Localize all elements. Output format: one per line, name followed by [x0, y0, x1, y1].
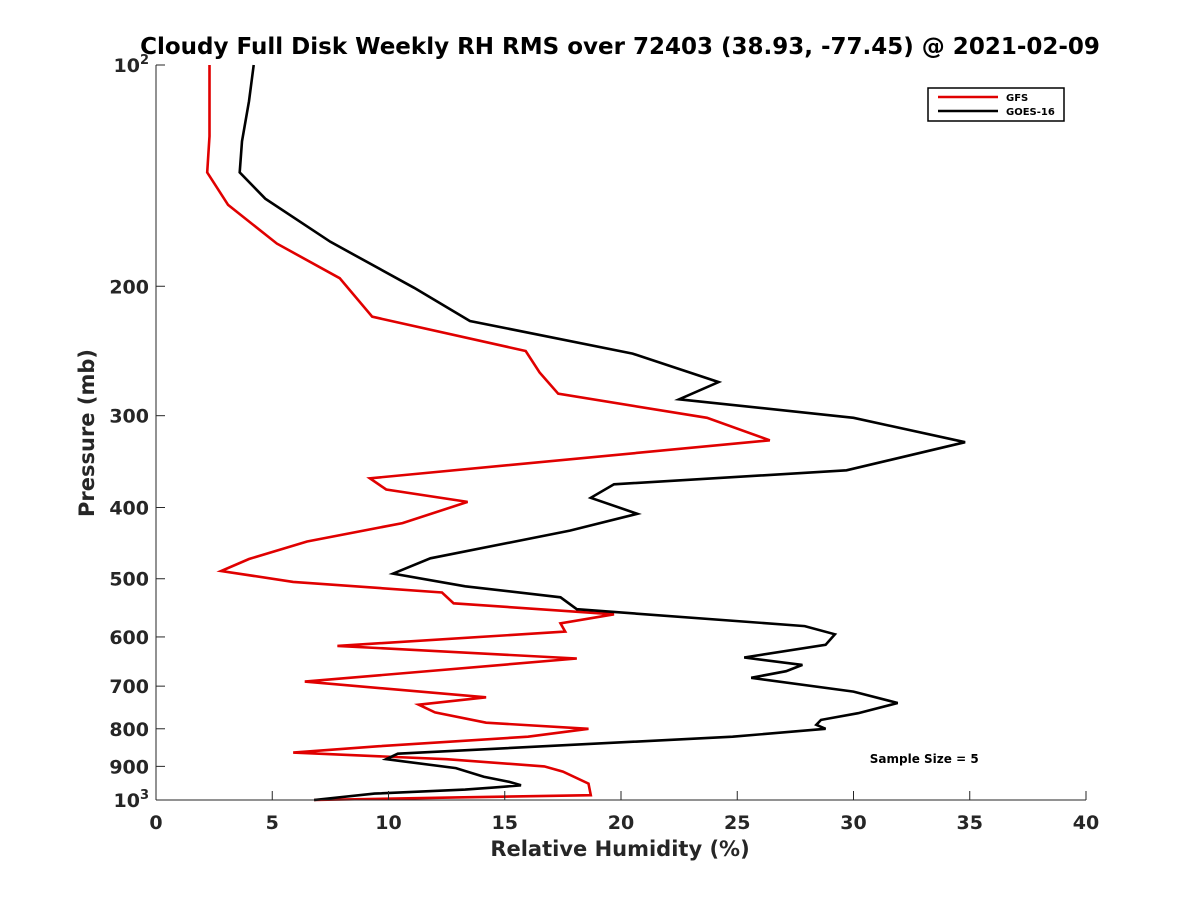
- legend: GFS GOES-16: [927, 87, 1065, 122]
- x-tick-label: 40: [1073, 812, 1099, 834]
- plot-area: [156, 65, 1086, 800]
- chart-title: Cloudy Full Disk Weekly RH RMS over 7240…: [140, 34, 1100, 60]
- y-tick-label: 300: [109, 406, 149, 428]
- x-tick-label: 25: [724, 812, 750, 834]
- y-tick-label: 102: [114, 53, 150, 77]
- y-tick-label: 900: [109, 756, 149, 778]
- x-tick-label: 15: [492, 812, 518, 834]
- legend-box: [927, 87, 1065, 122]
- y-tick-label: 700: [109, 676, 149, 698]
- x-tick-label: 35: [957, 812, 983, 834]
- x-tick-label: 20: [608, 812, 634, 834]
- x-tick-label: 30: [840, 812, 866, 834]
- series-line-goes-16: [238, 64, 966, 802]
- sample-size-annotation: Sample Size = 5: [870, 752, 979, 766]
- y-tick-label: 600: [109, 627, 149, 649]
- x-axis-label: Relative Humidity (%): [490, 837, 749, 861]
- axes-layer: 0 5 10 15 20 25 30 35 40 102 200 300 400 500 600 700 800…: [109, 53, 1099, 834]
- y-tick-label: 200: [109, 276, 149, 298]
- legend-label: GFS: [1006, 93, 1028, 104]
- legend-label: GOES-16: [1006, 107, 1055, 118]
- y-tick-label: 400: [109, 498, 149, 520]
- x-tick-label: 5: [266, 812, 279, 834]
- annotation-layer: Sample Size = 5: [870, 752, 979, 766]
- x-tick-label: 10: [375, 812, 401, 834]
- y-tick-label: 500: [109, 569, 149, 591]
- x-tick-label: 0: [149, 812, 162, 834]
- y-tick-label: 103: [114, 788, 150, 812]
- y-axis-label: Pressure (mb): [75, 349, 99, 517]
- y-tick-label: 800: [109, 719, 149, 741]
- series-layer: [205, 64, 966, 802]
- series-line-gfs: [205, 65, 771, 802]
